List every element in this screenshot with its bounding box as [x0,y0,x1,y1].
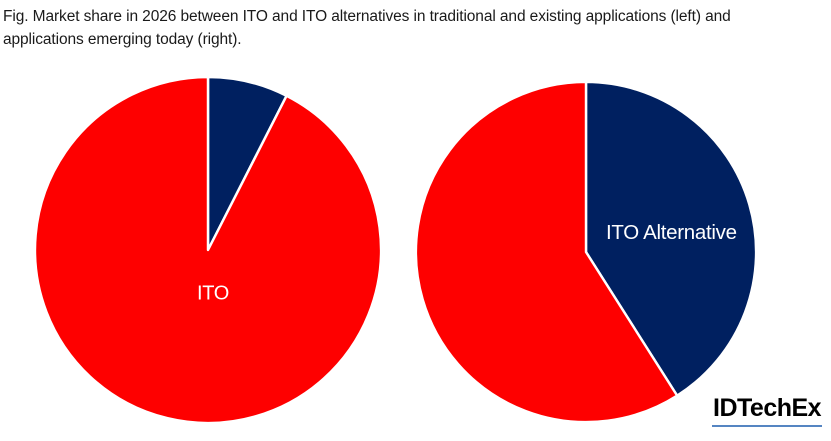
pie-chart-emerging-applications: ITO Alternative [413,79,759,425]
pie-chart-right-svg [414,80,758,424]
pie-slice-ito [414,80,679,424]
pie-slice-ito [33,75,383,425]
caption-line-1: Fig. Market share in 2026 between ITO an… [3,8,731,25]
pie-chart-left-svg [33,75,383,425]
pie-right-ito-alternative-slice-label: ITO Alternative [606,221,737,244]
caption-line-2: applications emerging today (right). [3,30,242,48]
pie-left-ito-slice-label: ITO [196,282,230,305]
idtechex-logo-text: IDTechEx [713,394,822,422]
figure-caption: Fig. Market share in 2026 between ITO an… [3,6,823,51]
idtechex-logo: IDTechEx [712,394,823,427]
pie-chart-traditional-applications: ITO [32,74,384,426]
